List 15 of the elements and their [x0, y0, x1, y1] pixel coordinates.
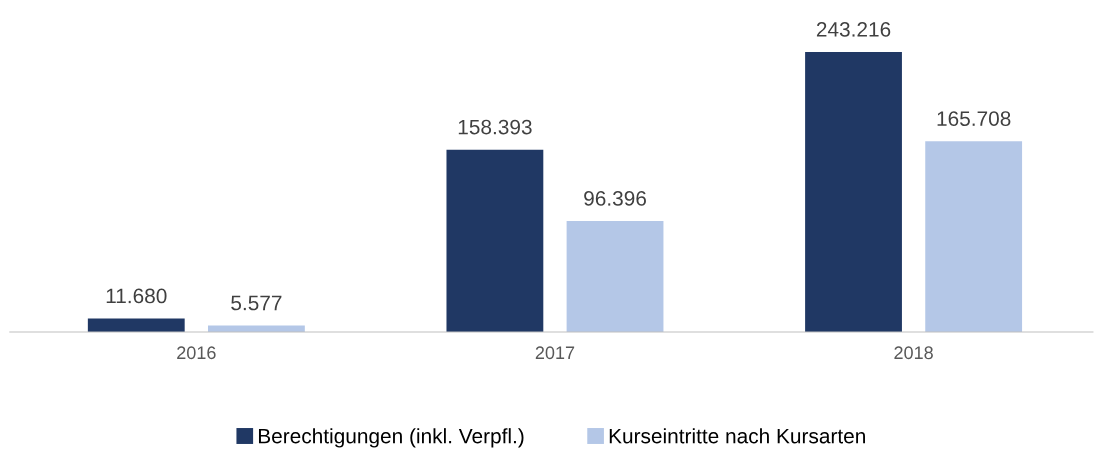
x-tick-label: 2017 [535, 346, 575, 360]
x-tick-label: 2016 [177, 346, 216, 360]
data-label: 158.393 [458, 119, 532, 135]
data-label: 243.216 [816, 22, 891, 37]
x-tick-label: 2018 [894, 346, 933, 360]
data-label: 11.680 [106, 288, 167, 304]
legend-label: Berechtigungen (inkl. Verpfl.) [258, 428, 524, 448]
data-label: 96.396 [584, 191, 646, 206]
legend-label: Kurseintritte nach Kursarten [609, 428, 865, 444]
data-label: 165.708 [937, 111, 1011, 126]
data-label: 5.577 [231, 295, 282, 311]
bar [446, 149, 544, 332]
bar [925, 141, 1023, 332]
bar [805, 52, 902, 332]
bar [566, 221, 664, 332]
